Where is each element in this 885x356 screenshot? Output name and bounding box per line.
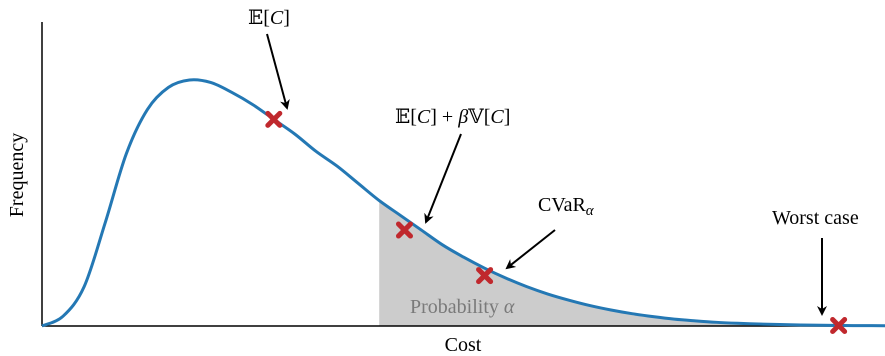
marker-worst-case bbox=[830, 317, 848, 335]
label-worst-case: Worst case bbox=[772, 207, 859, 229]
axes bbox=[41, 22, 885, 327]
curve-layer bbox=[41, 78, 885, 328]
y-axis-title: Frequency bbox=[6, 133, 28, 217]
arrow-cvar bbox=[505, 229, 556, 270]
marker-expectation bbox=[265, 110, 283, 128]
marker-mean-variance bbox=[395, 221, 413, 239]
arrow-mean-variance bbox=[424, 133, 462, 224]
x-axis-title: Cost bbox=[445, 334, 482, 356]
marker-cvar bbox=[476, 267, 494, 285]
annotations: 𝔼[C] 𝔼[C] + β𝕍[C] CVaRα Worst case bbox=[248, 7, 859, 316]
label-cvar: CVaRα bbox=[538, 194, 595, 219]
label-mean-variance: 𝔼[C] + β𝕍[C] bbox=[395, 106, 510, 128]
shaded-region bbox=[379, 200, 885, 326]
marker-layer bbox=[265, 110, 848, 335]
label-expectation: 𝔼[C] bbox=[248, 7, 290, 29]
distribution-curve bbox=[41, 78, 885, 328]
shaded-region-layer bbox=[379, 200, 885, 326]
shaded-region-label: Probability α bbox=[410, 296, 515, 318]
arrow-expectation bbox=[266, 33, 290, 110]
